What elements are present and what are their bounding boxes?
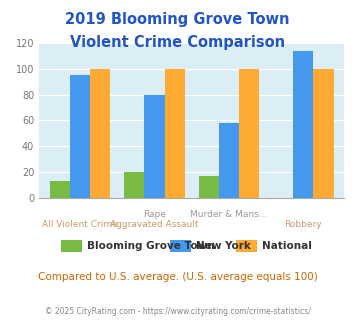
- Bar: [90, 69, 110, 198]
- Text: Rape: Rape: [143, 210, 166, 218]
- Text: Aggravated Assault: Aggravated Assault: [110, 220, 199, 229]
- Bar: [293, 50, 313, 198]
- Bar: [50, 181, 70, 198]
- Bar: [124, 172, 144, 198]
- Text: Robbery: Robbery: [285, 220, 322, 229]
- Text: All Violent Crime: All Violent Crime: [42, 220, 118, 229]
- Text: Blooming Grove Town: Blooming Grove Town: [87, 241, 215, 251]
- Bar: [144, 95, 164, 198]
- Text: © 2025 CityRating.com - https://www.cityrating.com/crime-statistics/: © 2025 CityRating.com - https://www.city…: [45, 307, 310, 316]
- Bar: [164, 69, 185, 198]
- Bar: [199, 176, 219, 198]
- Bar: [239, 69, 259, 198]
- Text: 2019 Blooming Grove Town: 2019 Blooming Grove Town: [65, 12, 290, 26]
- Bar: [219, 123, 239, 198]
- Bar: [70, 75, 90, 198]
- Text: New York: New York: [196, 241, 251, 251]
- Text: National: National: [262, 241, 312, 251]
- Bar: [313, 69, 334, 198]
- Text: Compared to U.S. average. (U.S. average equals 100): Compared to U.S. average. (U.S. average …: [38, 272, 317, 282]
- Text: Violent Crime Comparison: Violent Crime Comparison: [70, 35, 285, 50]
- Text: Murder & Mans...: Murder & Mans...: [190, 210, 268, 218]
